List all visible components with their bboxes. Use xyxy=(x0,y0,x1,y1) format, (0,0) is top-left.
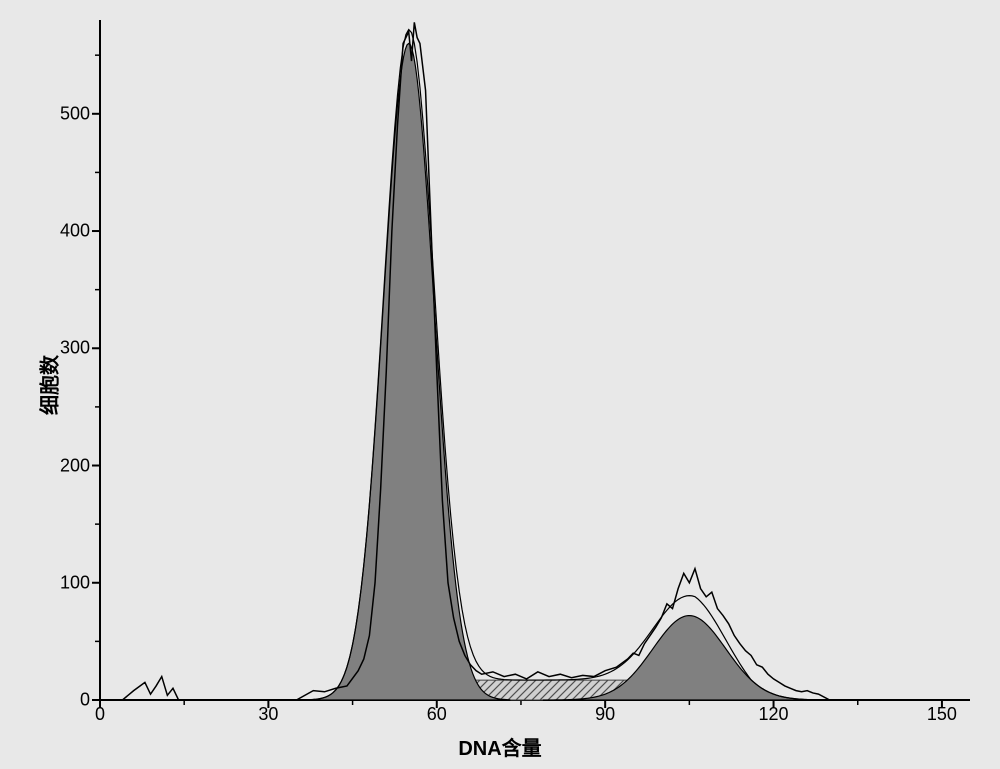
x-tick-label: 150 xyxy=(927,704,957,725)
y-tick-label: 400 xyxy=(60,221,90,242)
dna-histogram-chart: 细胞数 DNA含量 0 100 200 300 400 500 0 30 60 90 120 150 xyxy=(0,0,1000,769)
x-tick-label: 120 xyxy=(759,704,789,725)
y-tick-label: 100 xyxy=(60,572,90,593)
y-tick-label: 300 xyxy=(60,338,90,359)
y-axis-label: 细胞数 xyxy=(34,355,63,415)
x-tick-label: 30 xyxy=(258,704,278,725)
x-tick-label: 0 xyxy=(95,704,105,725)
y-tick-label: 500 xyxy=(60,103,90,124)
x-tick-label: 90 xyxy=(595,704,615,725)
chart-svg xyxy=(0,0,1000,769)
y-tick-label: 200 xyxy=(60,455,90,476)
y-tick-label: 0 xyxy=(80,690,90,711)
x-axis-label: DNA含量 xyxy=(458,732,541,761)
x-tick-label: 60 xyxy=(427,704,447,725)
